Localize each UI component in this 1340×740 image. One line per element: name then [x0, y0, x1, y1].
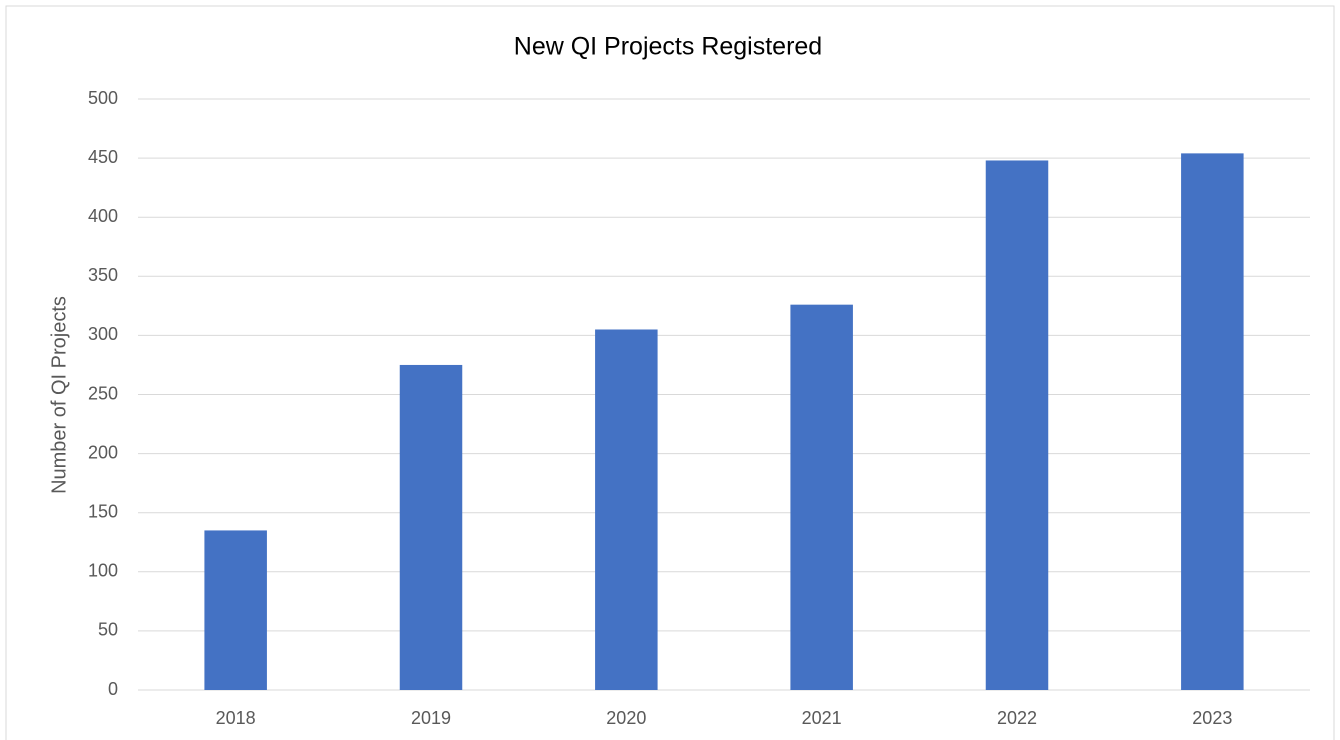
x-tick-label: 2020	[606, 708, 646, 728]
x-tick-label: 2023	[1192, 708, 1232, 728]
bar	[595, 329, 658, 690]
y-tick-label: 450	[88, 147, 118, 167]
y-tick-label: 150	[88, 501, 118, 521]
bar	[399, 364, 463, 690]
y-tick-label: 500	[88, 88, 118, 108]
y-tick-label: 0	[108, 679, 118, 699]
bar	[985, 160, 1049, 691]
x-tick-label: 2021	[802, 708, 842, 728]
chart-title: New QI Projects Registered	[514, 33, 822, 61]
y-tick-label: 250	[88, 383, 118, 403]
y-tick-label: 200	[88, 442, 118, 462]
x-tick-label: 2022	[997, 708, 1037, 728]
y-tick-label: 100	[88, 561, 118, 581]
x-tick-label: 2018	[216, 708, 256, 728]
bar	[790, 304, 853, 690]
y-tick-label: 300	[88, 324, 118, 344]
bar	[204, 530, 267, 690]
y-tick-label: 400	[88, 206, 118, 226]
x-tick-label: 2019	[411, 708, 451, 728]
y-tick-label: 350	[88, 265, 118, 285]
y-axis-label: Number of QI Projects	[48, 296, 70, 494]
y-tick-label: 50	[98, 620, 118, 640]
bar	[1181, 153, 1244, 690]
